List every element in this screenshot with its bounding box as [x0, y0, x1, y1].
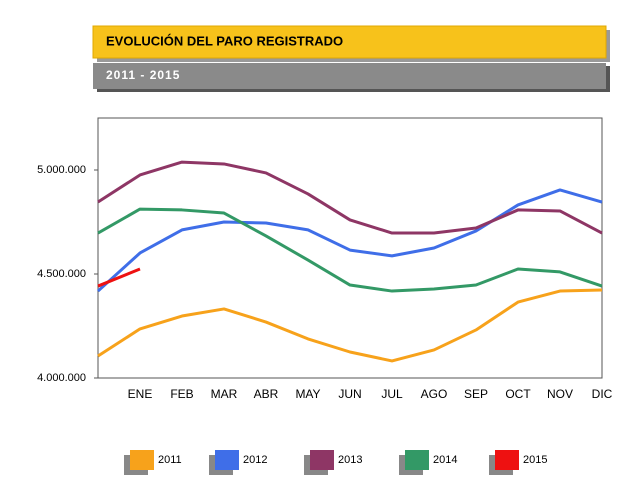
- legend-label: 2013: [338, 454, 362, 466]
- legend-swatch: [310, 450, 334, 470]
- x-tick-label: OCT: [505, 387, 531, 401]
- legend-label: 2012: [243, 454, 267, 466]
- legend-label: 2015: [523, 454, 547, 466]
- y-tick-label: 5.000.000: [37, 164, 86, 176]
- x-tick-label: FEB: [170, 387, 193, 401]
- subtitle-bar: [93, 63, 606, 89]
- x-tick-label: SEP: [464, 387, 488, 401]
- series-line: [97, 160, 603, 235]
- x-tick-label: NOV: [547, 387, 573, 401]
- y-tick-label: 4.000.000: [37, 372, 86, 384]
- plot-area: [97, 117, 603, 379]
- series-line: [97, 267, 141, 288]
- x-tick-label: AGO: [421, 387, 448, 401]
- series-line: [97, 207, 603, 293]
- legend-label: 2014: [433, 454, 457, 466]
- x-tick-label: MAY: [295, 387, 320, 401]
- series-line: [96, 188, 603, 293]
- title-bar: [92, 25, 607, 59]
- legend-swatch: [405, 450, 429, 470]
- chart-subtitle: 2011 - 2015: [106, 68, 180, 82]
- x-tick-label: ENE: [128, 387, 153, 401]
- x-tick-label: MAR: [211, 387, 238, 401]
- x-tick-label: JUN: [338, 387, 361, 401]
- legend-swatch: [130, 450, 154, 470]
- legend-swatch: [495, 450, 519, 470]
- chart-title: EVOLUCIÓN DEL PARO REGISTRADO: [106, 33, 343, 48]
- y-tick-label: 4.500.000: [37, 268, 86, 280]
- x-tick-label: ABR: [254, 387, 279, 401]
- legend-label: 2011: [158, 454, 182, 466]
- x-tick-label: JUL: [381, 387, 403, 401]
- legend-swatch: [215, 450, 239, 470]
- series-line: [97, 288, 603, 363]
- x-tick-label: DIC: [592, 387, 613, 401]
